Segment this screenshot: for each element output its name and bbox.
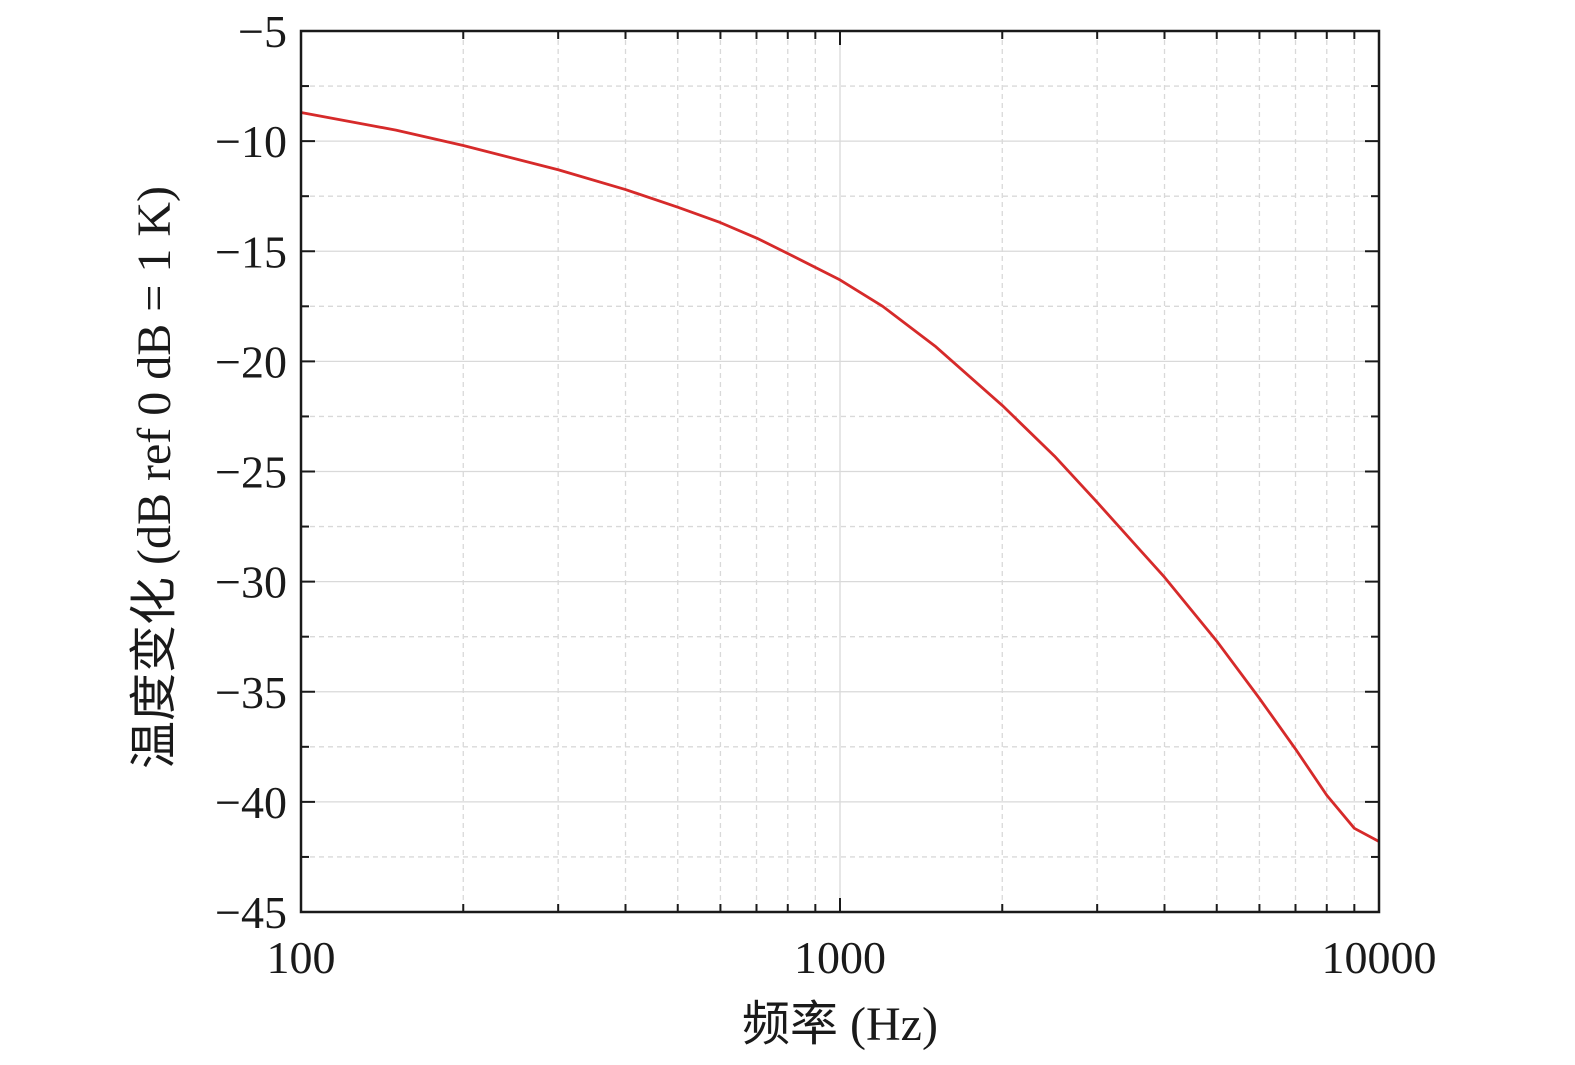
- series-line: [300, 111, 1380, 843]
- y-tick-label: −25: [215, 447, 287, 498]
- y-axis-title: 温度变化 (dB ref 0 dB = 1 K): [128, 186, 181, 769]
- y-tick-label: −15: [215, 226, 287, 277]
- grid: [301, 31, 1379, 912]
- x-tick-label: 100: [267, 932, 336, 983]
- y-tick-label: −5: [238, 6, 287, 57]
- y-tick-label: −10: [215, 116, 287, 167]
- y-tick-label: −30: [215, 557, 287, 608]
- series-layer: [300, 111, 1380, 843]
- y-tick-label: −20: [215, 336, 287, 387]
- y-tick-label: −40: [215, 777, 287, 828]
- x-tick-label: 1000: [794, 932, 886, 983]
- y-tick-label: −45: [215, 887, 287, 938]
- y-tick-label: −35: [215, 667, 287, 718]
- x-tick-label: 10000: [1322, 932, 1437, 983]
- x-tick-labels: 100 1000 10000: [267, 932, 1437, 983]
- y-tick-labels: −5 −10 −15 −20 −25 −30 −35 −40 −45: [215, 6, 287, 938]
- axis-ticks: [301, 30, 1379, 913]
- plot-frame: [299, 29, 1381, 914]
- x-axis-title: 频率 (Hz): [742, 998, 938, 1051]
